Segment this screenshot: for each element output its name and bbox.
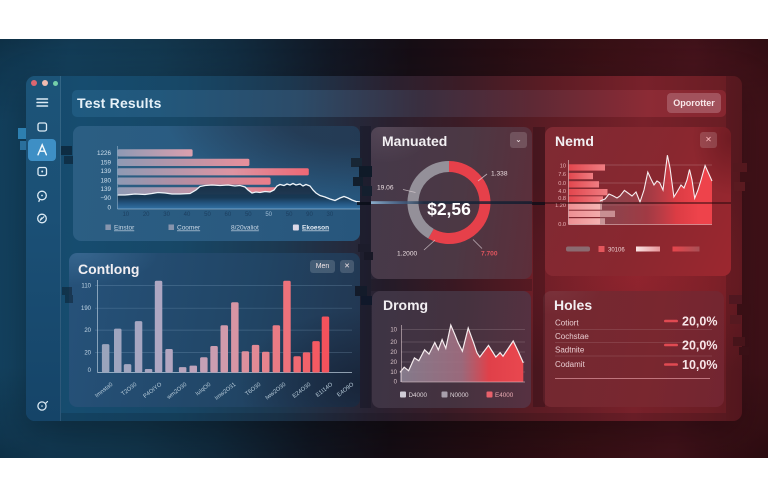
- svg-text:$2,56: $2,56: [427, 199, 471, 219]
- svg-text:E1I14O: E1I14O: [315, 382, 335, 399]
- svg-text:0: 0: [107, 205, 111, 212]
- svg-text:30: 30: [163, 212, 170, 218]
- svg-text:10: 10: [560, 164, 566, 170]
- svg-text:90: 90: [306, 212, 313, 218]
- svg-text:139: 139: [100, 186, 111, 193]
- svg-text:wm2O30: wm2O30: [165, 382, 188, 402]
- svg-text:50: 50: [265, 212, 272, 218]
- svg-text:T6O30: T6O30: [245, 382, 263, 398]
- svg-text:Einstor: Einstor: [114, 225, 135, 232]
- svg-text:−90: −90: [100, 195, 111, 202]
- svg-text:P4OIYO: P4OIYO: [143, 382, 164, 400]
- svg-text:20: 20: [390, 350, 397, 356]
- svg-text:50: 50: [245, 212, 252, 218]
- svg-text:0: 0: [88, 368, 92, 374]
- svg-text:Imw2O31: Imw2O31: [214, 382, 237, 402]
- svg-text:30106: 30106: [608, 248, 625, 254]
- svg-text:30: 30: [327, 212, 334, 218]
- svg-text:19.06: 19.06: [377, 185, 394, 192]
- svg-text:139: 139: [100, 168, 111, 175]
- svg-text:20,0%: 20,0%: [682, 315, 717, 329]
- svg-text:7.6: 7.6: [558, 172, 566, 178]
- svg-text:20: 20: [84, 328, 91, 334]
- svg-text:Iww2O30: Iww2O30: [264, 382, 287, 402]
- svg-text:7.700: 7.700: [481, 251, 498, 258]
- svg-text:1226: 1226: [97, 150, 112, 157]
- svg-text:Codamit: Codamit: [555, 360, 586, 369]
- svg-text:Ekoeson: Ekoeson: [302, 225, 329, 232]
- svg-text:20: 20: [390, 360, 397, 366]
- svg-text:1.20: 1.20: [555, 203, 566, 209]
- svg-text:0.8: 0.8: [558, 196, 566, 202]
- svg-text:40: 40: [184, 212, 191, 218]
- svg-text:50: 50: [286, 212, 293, 218]
- svg-text:Sadtnite: Sadtnite: [555, 346, 585, 355]
- svg-text:10: 10: [122, 212, 129, 218]
- svg-text:Coomer: Coomer: [177, 225, 201, 232]
- svg-text:10: 10: [390, 370, 397, 376]
- svg-text:20: 20: [143, 212, 150, 218]
- svg-text:0.0: 0.0: [558, 181, 566, 187]
- svg-text:1.338: 1.338: [491, 171, 508, 178]
- svg-text:20: 20: [390, 340, 397, 346]
- svg-text:10: 10: [390, 328, 397, 334]
- svg-text:8/20valiot: 8/20valiot: [231, 225, 259, 232]
- svg-text:E24O30: E24O30: [292, 382, 312, 400]
- svg-text:Cochstae: Cochstae: [555, 332, 589, 341]
- svg-text:60: 60: [225, 212, 232, 218]
- svg-text:Cotiort: Cotiort: [555, 319, 579, 328]
- svg-text:E4O9O: E4O9O: [336, 382, 355, 399]
- svg-text:10,0%: 10,0%: [682, 358, 717, 372]
- svg-text:N0000: N0000: [450, 392, 469, 399]
- svg-text:20: 20: [84, 350, 91, 356]
- svg-text:20,0%: 20,0%: [682, 339, 717, 353]
- svg-text:D4000: D4000: [409, 392, 428, 399]
- svg-text:4.0: 4.0: [558, 189, 566, 195]
- svg-text:Imnsta0: Imnsta0: [94, 382, 114, 399]
- svg-text:190: 190: [81, 306, 92, 312]
- svg-text:0.0: 0.0: [558, 222, 566, 228]
- svg-text:159: 159: [100, 160, 111, 167]
- svg-text:E4000: E4000: [495, 392, 514, 399]
- svg-text:110: 110: [81, 284, 91, 290]
- svg-text:1.2000: 1.2000: [397, 251, 418, 258]
- svg-text:0: 0: [394, 380, 398, 386]
- svg-text:50: 50: [204, 212, 211, 218]
- svg-text:T2O30: T2O30: [121, 382, 139, 398]
- svg-text:180: 180: [100, 178, 111, 185]
- svg-text:IuIqO0: IuIqO0: [195, 382, 212, 397]
